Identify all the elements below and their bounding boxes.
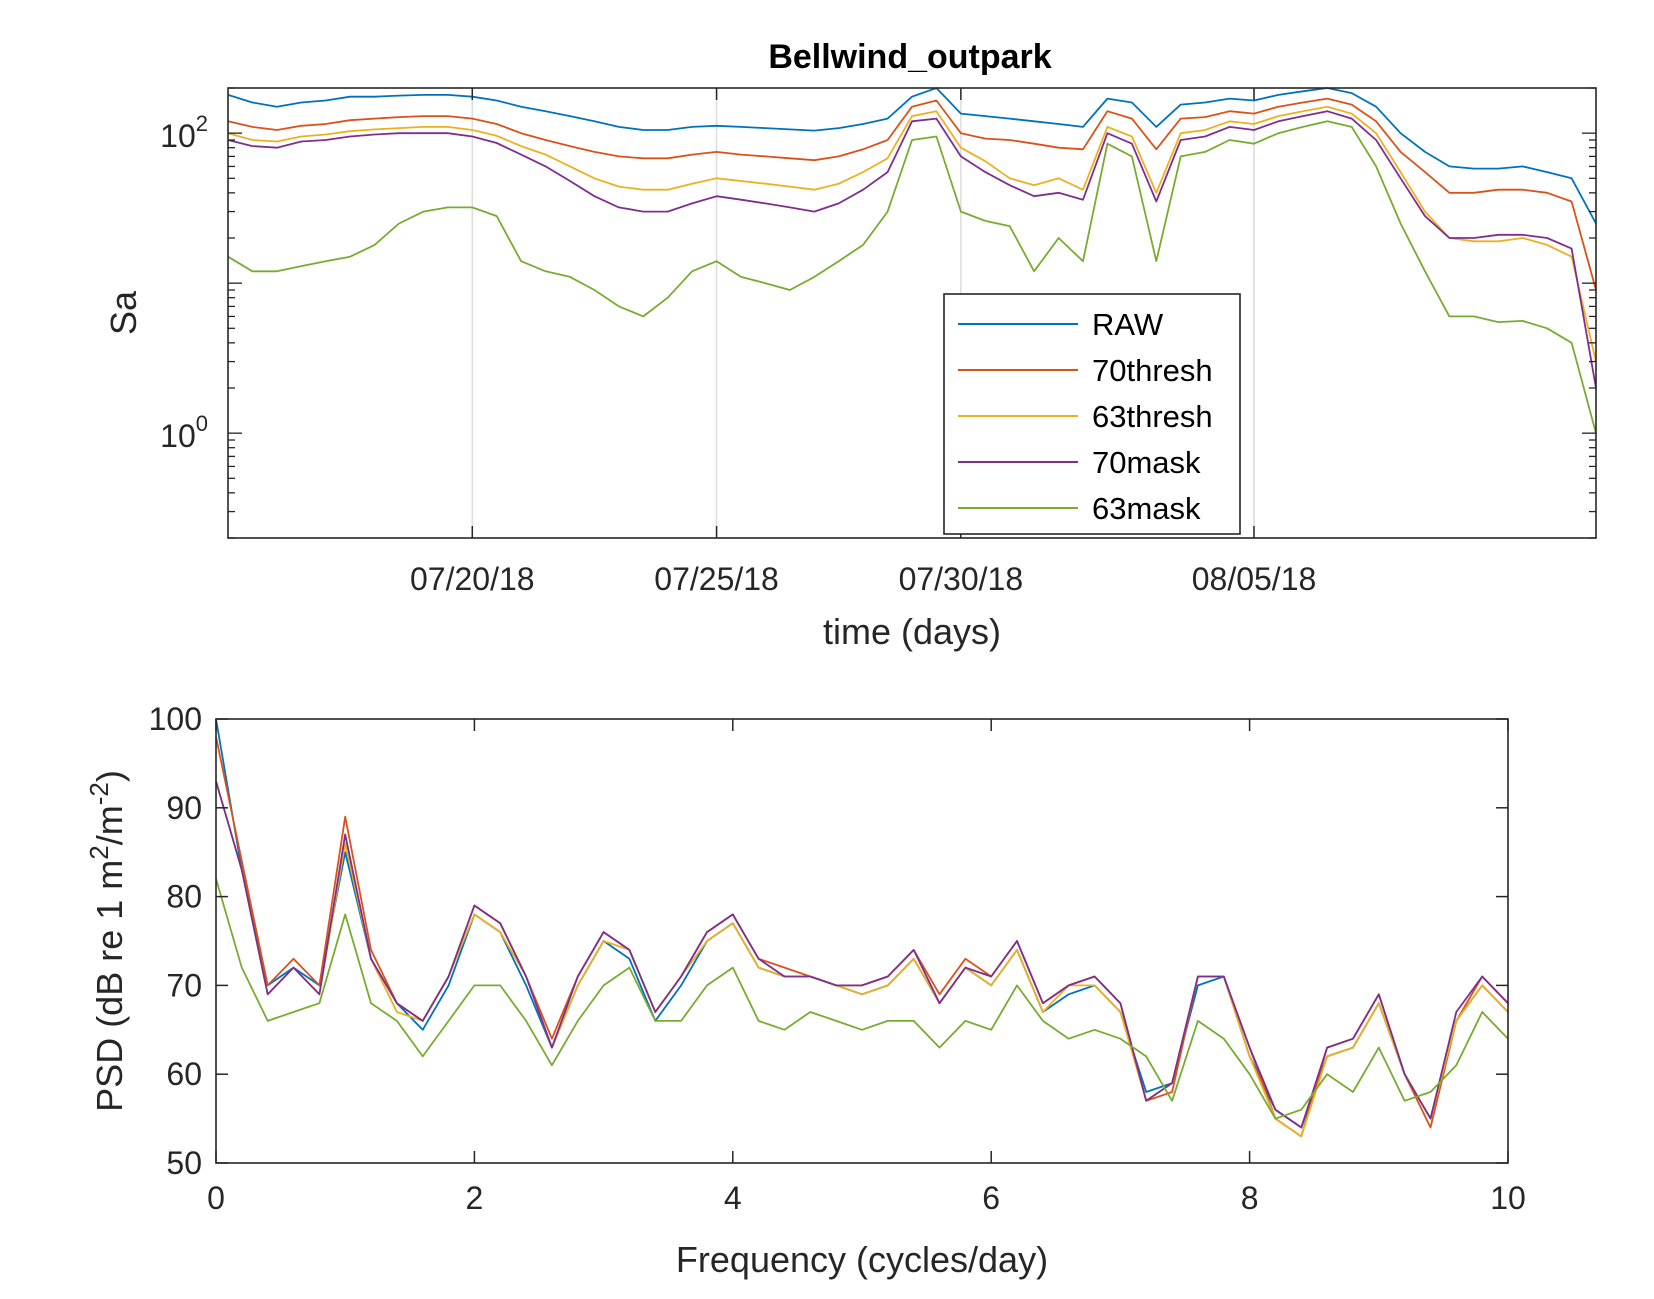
top-x-tick-label: 07/25/18	[654, 561, 779, 597]
top-y-tick-label: 102	[160, 111, 208, 154]
top-x-tick-label: 07/30/18	[899, 561, 1024, 597]
bottom-y-tick-label: 70	[166, 967, 202, 1003]
legend-label: 63mask	[1092, 491, 1201, 526]
bottom-x-axis-label: Frequency (cycles/day)	[676, 1239, 1048, 1280]
series-line-70mask	[227, 110, 1597, 389]
psd-line-63mask	[215, 878, 1509, 1120]
bottom-x-tick-label: 10	[1490, 1180, 1526, 1216]
legend: RAW 70thresh 63thresh 70mask 63mask	[943, 293, 1241, 535]
bottom-y-tick-label: 100	[149, 701, 202, 737]
legend-label: 70mask	[1092, 445, 1201, 480]
top-x-axis-label: time (days)	[823, 611, 1001, 652]
bottom-y-tick-label: 60	[166, 1056, 202, 1092]
series-line-RAW	[227, 87, 1597, 224]
top-x-tick-label: 08/05/18	[1192, 561, 1317, 597]
top-y-tick-label: 100	[160, 411, 208, 454]
bottom-y-tick-label: 50	[166, 1145, 202, 1181]
bottom-x-tick-label: 0	[207, 1180, 225, 1216]
legend-label: 70thresh	[1092, 353, 1213, 388]
bottom-chart: 0 2 4 6 8 10 50 60 70 80 90 100 Frequency (cycles/d…	[84, 701, 1526, 1280]
series-line-63thresh	[227, 105, 1597, 362]
bottom-x-tick-label: 2	[466, 1180, 484, 1216]
bottom-axes-box	[215, 718, 1509, 1164]
bottom-x-tick-label: 8	[1241, 1180, 1259, 1216]
psd-line-70mask	[215, 780, 1509, 1129]
chart-title: Bellwind_outpark	[768, 38, 1051, 76]
legend-label: 63thresh	[1092, 399, 1213, 434]
bottom-y-tick-label: 90	[166, 790, 202, 826]
top-chart: Bellwind_outpark 07/20/18 07/25/18 07/30/1…	[103, 38, 1597, 652]
top-x-tick-label: 07/20/18	[410, 561, 535, 597]
series-line-70thresh	[227, 97, 1597, 291]
bottom-x-tick-label: 4	[724, 1180, 742, 1216]
legend-box	[943, 293, 1241, 535]
top-axes-box	[227, 87, 1597, 539]
bottom-y-tick-label: 80	[166, 879, 202, 915]
legend-label: RAW	[1092, 307, 1164, 342]
series-line-63mask	[227, 120, 1597, 434]
bottom-x-tick-label: 6	[982, 1180, 1000, 1216]
bottom-plot-area	[216, 719, 1508, 1163]
top-plot-area	[228, 88, 1596, 538]
bottom-y-axis-label: PSD (dB re 1 m2/m-2)	[84, 770, 130, 1112]
top-y-axis-label: Sa	[103, 290, 144, 335]
